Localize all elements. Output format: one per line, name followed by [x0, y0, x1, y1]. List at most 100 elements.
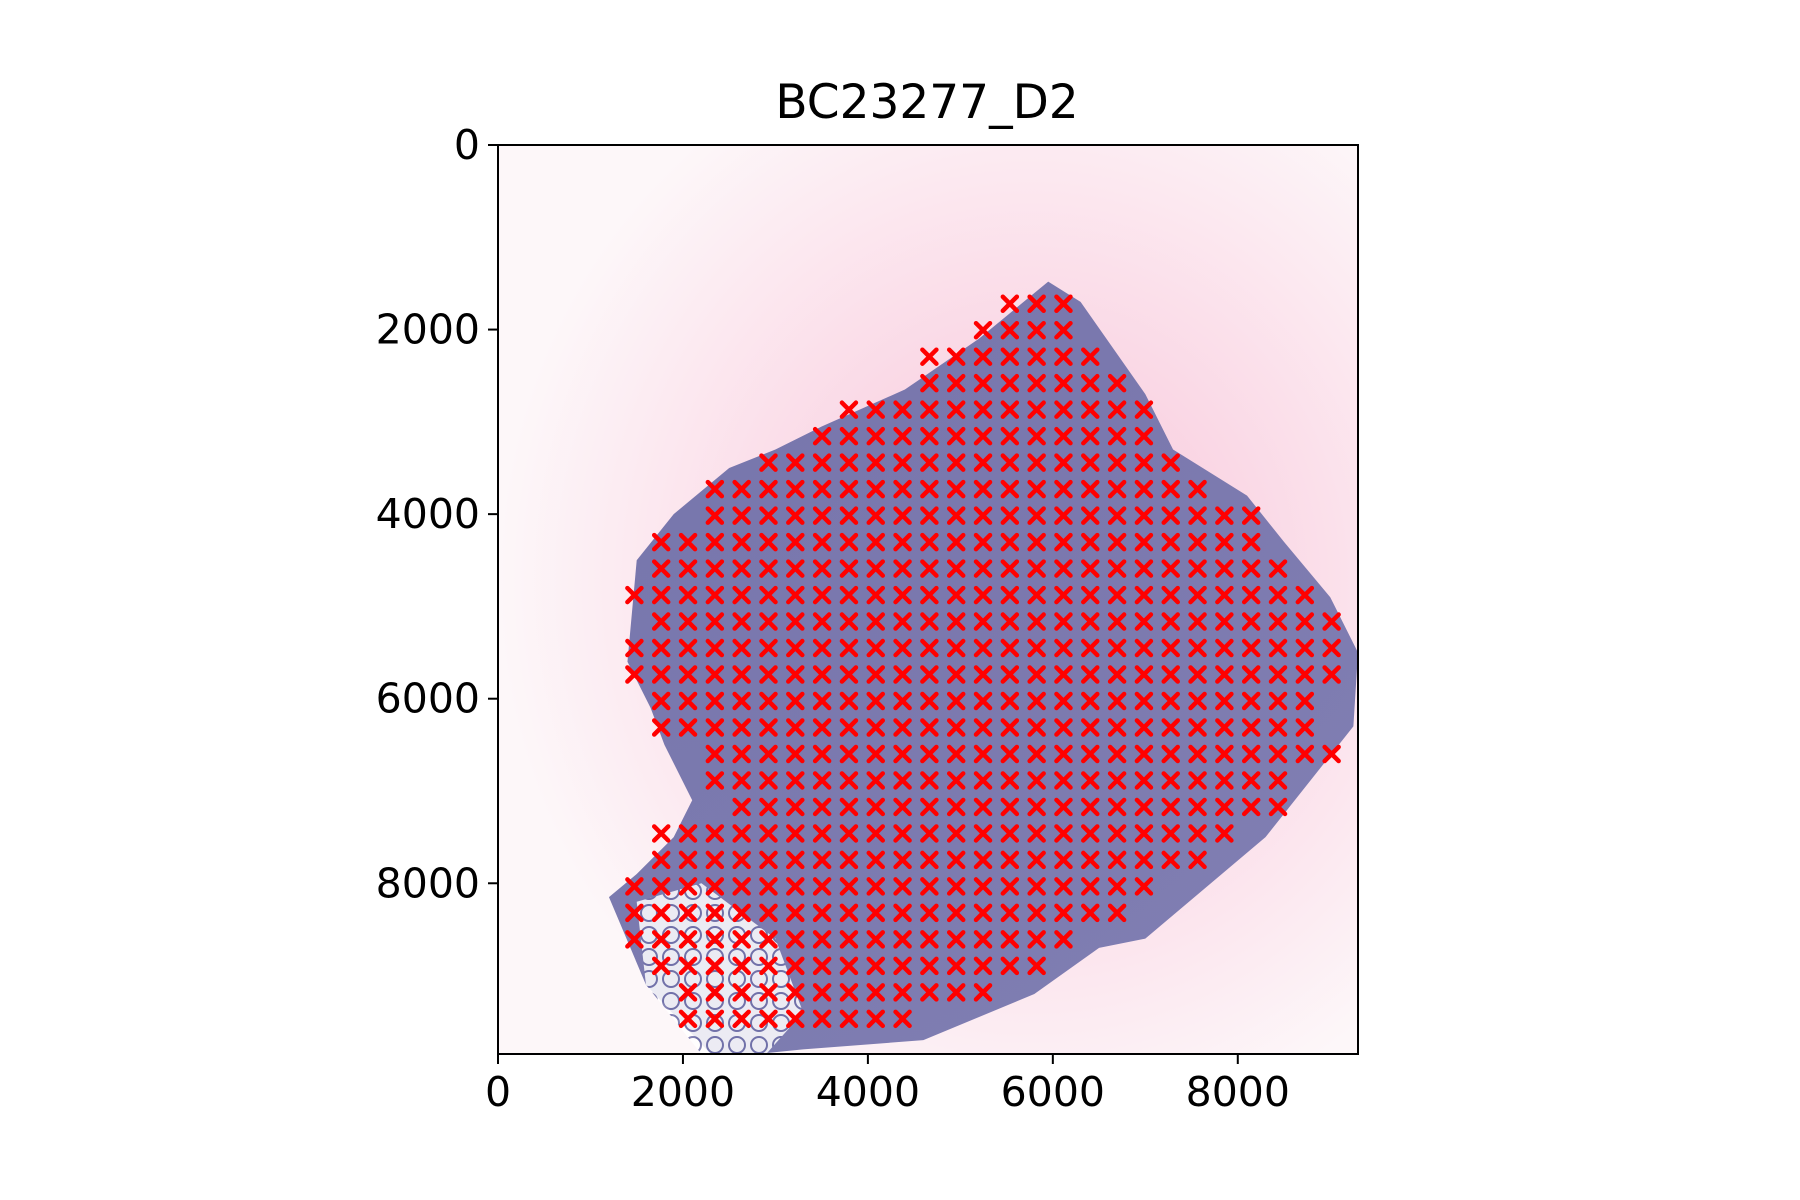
spot-marker — [866, 850, 886, 870]
spot-marker — [786, 983, 805, 1002]
spot-marker — [812, 559, 832, 578]
spot-marker — [1215, 771, 1234, 790]
spot-marker — [1027, 453, 1046, 472]
spot-marker — [1000, 453, 1020, 472]
spot-marker — [1134, 559, 1154, 578]
spot-marker — [893, 585, 912, 605]
spot-marker — [920, 983, 939, 1002]
spot-marker — [1134, 453, 1154, 472]
spot-marker — [839, 850, 859, 870]
spot-marker — [1081, 400, 1100, 419]
spot-marker — [812, 903, 832, 923]
spot-marker — [1241, 506, 1261, 525]
spot-marker — [625, 903, 644, 923]
spot-marker — [1000, 320, 1020, 340]
spot-marker — [786, 585, 805, 605]
spot-marker — [866, 718, 886, 737]
spot-marker — [1241, 559, 1261, 578]
spot-marker — [839, 453, 859, 472]
spot-marker — [920, 930, 939, 949]
spot-marker — [866, 797, 886, 817]
spot-marker — [1161, 744, 1180, 764]
spot-marker — [920, 506, 939, 525]
spot-marker — [973, 983, 993, 1002]
spot-marker — [1000, 373, 1020, 393]
y-tick-label: 2000 — [376, 306, 480, 354]
spot-marker — [1188, 585, 1207, 605]
y-tick-label: 6000 — [376, 675, 480, 723]
spot-marker — [1054, 400, 1073, 419]
spot-marker — [1054, 850, 1073, 870]
spot-marker — [1161, 850, 1180, 870]
spot-marker — [732, 956, 751, 976]
spot-marker — [893, 426, 912, 446]
spot-marker — [866, 506, 886, 525]
spot-marker — [1107, 585, 1127, 605]
spot-marker — [946, 373, 966, 393]
spot-marker — [973, 744, 993, 764]
spot-marker — [705, 877, 725, 896]
spot-marker — [1027, 930, 1046, 949]
spot-marker — [920, 479, 939, 499]
spot-marker — [1215, 718, 1234, 737]
spot-marker — [893, 797, 912, 817]
spot-marker — [920, 400, 939, 419]
y-axis: 0 2000 4000 6000 8000 — [376, 121, 498, 907]
spot-marker — [759, 877, 778, 896]
spot-marker — [973, 638, 993, 658]
spot-marker — [1081, 797, 1100, 817]
spot-marker — [705, 930, 725, 949]
spot-marker — [1000, 559, 1020, 578]
spot-marker — [1054, 426, 1073, 446]
spot-marker — [893, 956, 912, 976]
spot-marker — [705, 744, 725, 764]
spot-marker — [1054, 453, 1073, 472]
spot-marker — [1134, 585, 1154, 605]
spot-marker — [1322, 638, 1341, 658]
spot-marker — [759, 532, 778, 552]
spot-marker — [732, 585, 751, 605]
spot-marker — [678, 956, 698, 976]
spot-marker — [1054, 532, 1073, 552]
spot-marker — [839, 559, 859, 578]
spot-marker — [1134, 638, 1154, 658]
spot-marker — [946, 877, 966, 896]
spot-marker — [1000, 665, 1020, 684]
spot-marker — [759, 506, 778, 525]
spot-marker — [866, 983, 886, 1002]
spot-marker — [1027, 744, 1046, 764]
spot-marker — [1268, 612, 1288, 631]
spot-marker — [1081, 585, 1100, 605]
spot-marker — [1027, 294, 1046, 313]
spot-marker — [920, 665, 939, 684]
spot-marker — [1107, 506, 1127, 525]
spot-marker — [1027, 585, 1046, 605]
spot-marker — [1107, 824, 1127, 843]
spot-marker — [759, 850, 778, 870]
spot-marker — [1188, 612, 1207, 631]
spot-marker — [1215, 638, 1234, 658]
spot-marker — [1107, 877, 1127, 896]
spot-marker — [1027, 638, 1046, 658]
spot-marker — [705, 983, 725, 1002]
spot-marker — [759, 453, 778, 472]
spot-marker — [678, 824, 698, 843]
spot-marker — [1188, 479, 1207, 499]
spot-marker — [946, 771, 966, 790]
spot-marker — [973, 506, 993, 525]
spot-marker — [786, 453, 805, 472]
spot-marker — [839, 612, 859, 631]
spot-marker — [946, 718, 966, 737]
spot-marker — [920, 956, 939, 976]
spot-marker — [1134, 718, 1154, 737]
spot-marker — [678, 691, 698, 711]
spot-marker — [866, 956, 886, 976]
spot-marker — [1161, 718, 1180, 737]
spot-marker — [786, 638, 805, 658]
spot-marker — [1188, 532, 1207, 552]
spot-marker — [946, 744, 966, 764]
spot-marker — [705, 691, 725, 711]
spot-marker — [1000, 638, 1020, 658]
spot-marker — [866, 400, 886, 419]
spot-marker — [705, 612, 725, 631]
